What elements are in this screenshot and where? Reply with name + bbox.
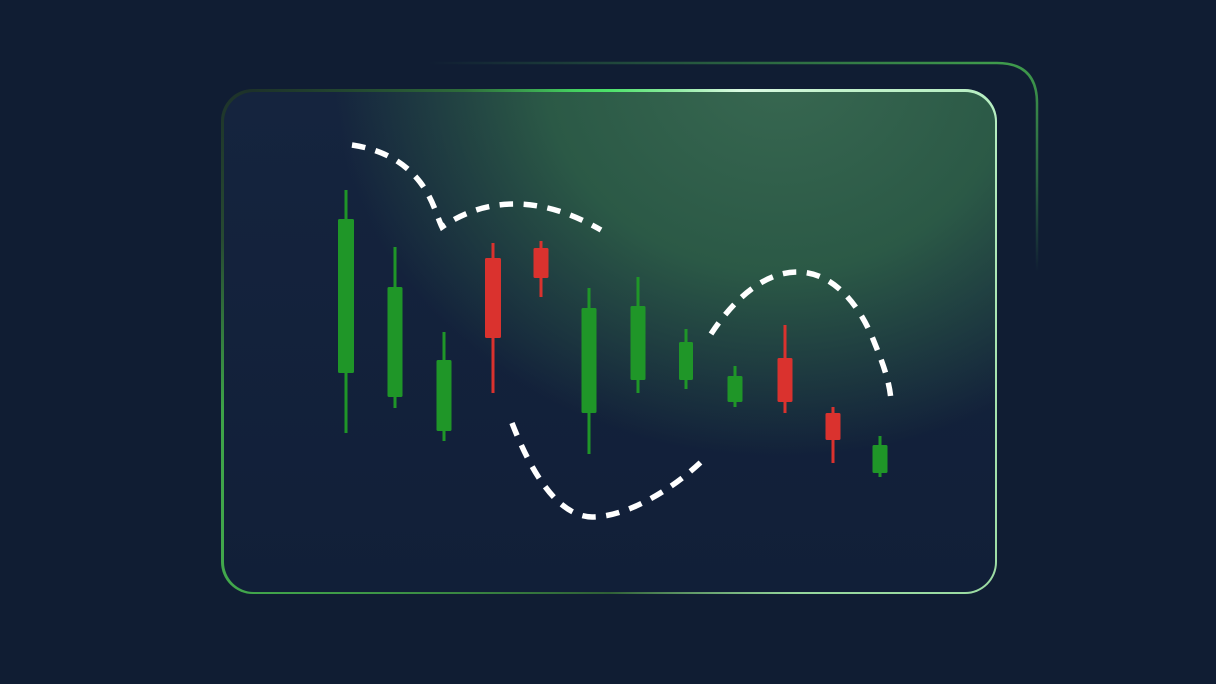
candle-2-up (387, 247, 403, 408)
candle-body (872, 445, 888, 473)
trend-curve-lower-valley-wave (509, 421, 703, 520)
candle-body (777, 358, 793, 402)
candle-body (630, 306, 646, 380)
candle-5-down (533, 241, 549, 297)
candle-body (679, 342, 693, 380)
candle-10-down (777, 325, 793, 413)
candle-body (485, 258, 501, 338)
trend-curve-upper-downtrend-wave (351, 142, 603, 233)
trend-curve-right-arch-wave (708, 269, 894, 402)
candle-body (825, 413, 841, 440)
candle-body (387, 287, 403, 397)
candle-9-up (727, 366, 743, 407)
candle-body (338, 219, 354, 373)
candle-6-up (581, 288, 597, 454)
back-outline-right-edge (990, 61, 1039, 272)
candle-body (533, 248, 549, 278)
candle-8-up (679, 329, 693, 389)
candle-body (581, 308, 597, 413)
candle-body (727, 376, 743, 402)
candle-1-up (338, 190, 354, 433)
candle-11-down (825, 407, 841, 463)
candle-3-up (436, 332, 452, 441)
candle-12-up (872, 436, 888, 477)
candle-body (436, 360, 452, 431)
candle-4-down (485, 243, 501, 393)
candle-7-up (630, 277, 646, 393)
